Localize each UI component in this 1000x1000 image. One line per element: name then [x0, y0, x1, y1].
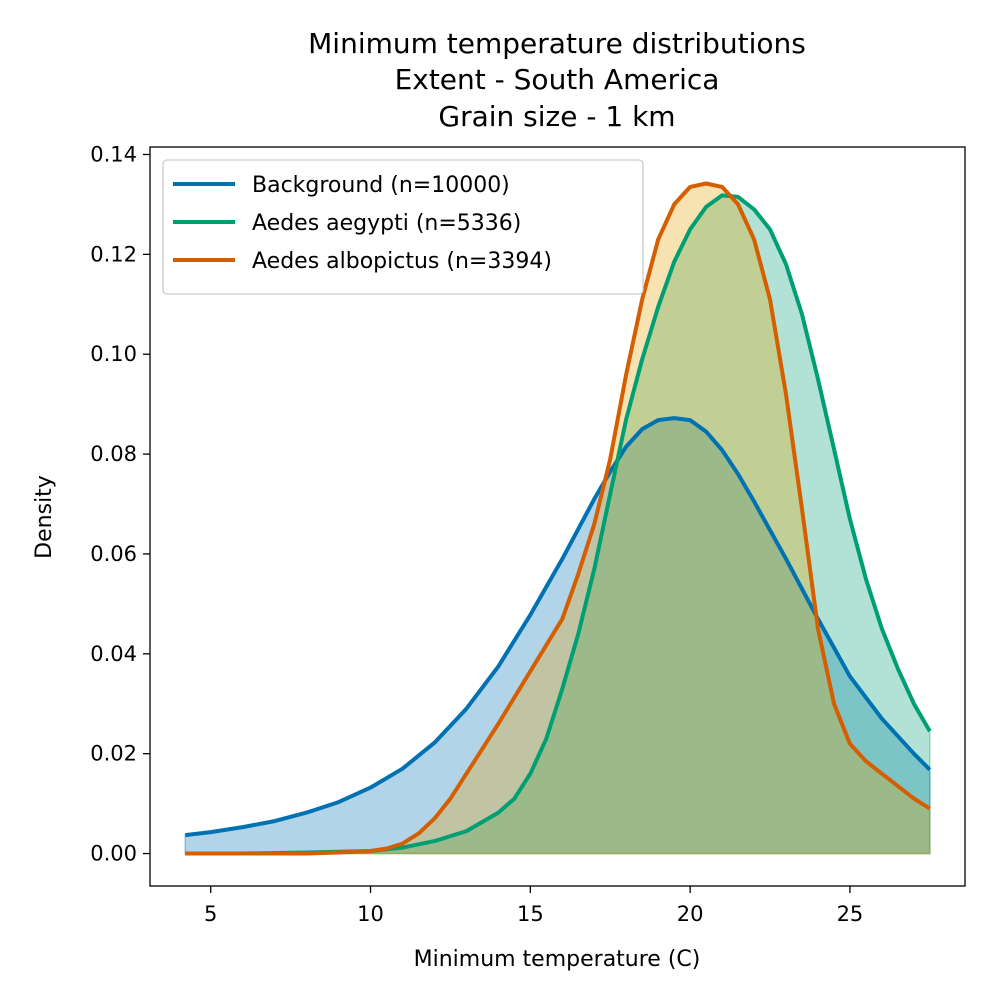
x-tick-label: 5 [204, 902, 217, 926]
y-tick-label: 0.00 [90, 842, 137, 866]
y-tick-label: 0.10 [90, 342, 137, 366]
legend-label-3: Aedes albopictus (n=3394) [252, 249, 552, 274]
series-lines [184, 181, 932, 856]
x-tick-label: 15 [517, 902, 544, 926]
chart-title-line-3: Grain size - 1 km [438, 100, 675, 133]
chart-title: Minimum temperature distributions Extent… [308, 27, 806, 133]
y-tick-label: 0.08 [90, 442, 137, 466]
y-tick-label: 0.06 [90, 542, 137, 566]
legend-label-1: Background (n=10000) [252, 173, 510, 198]
y-tick-label: 0.12 [90, 242, 137, 266]
y-tick-label: 0.14 [90, 142, 137, 166]
y-tick-label: 0.02 [90, 742, 137, 766]
x-axis: 5 10 15 20 25 [204, 886, 863, 926]
legend: Background (n=10000) Aedes aegypti (n=533… [162, 159, 644, 295]
series-line-3 [185, 181, 931, 856]
y-axis-label: Density [32, 475, 57, 559]
chart-title-line-2: Extent - South America [395, 63, 720, 96]
x-tick-label: 20 [677, 902, 704, 926]
series-line-2 [185, 193, 932, 856]
x-tick-label: 25 [837, 902, 864, 926]
legend-box [162, 159, 644, 295]
plot-frame [149, 146, 966, 887]
y-axis: 0.00 0.02 0.04 0.06 0.08 0.10 0.12 0.14 [90, 142, 150, 866]
y-tick-label: 0.04 [90, 642, 137, 666]
x-axis-label: Minimum temperature (C) [414, 947, 701, 972]
x-tick-label: 10 [357, 902, 384, 926]
chart-title-line-1: Minimum temperature distributions [308, 27, 806, 60]
legend-label-2: Aedes aegypti (n=5336) [252, 211, 521, 236]
